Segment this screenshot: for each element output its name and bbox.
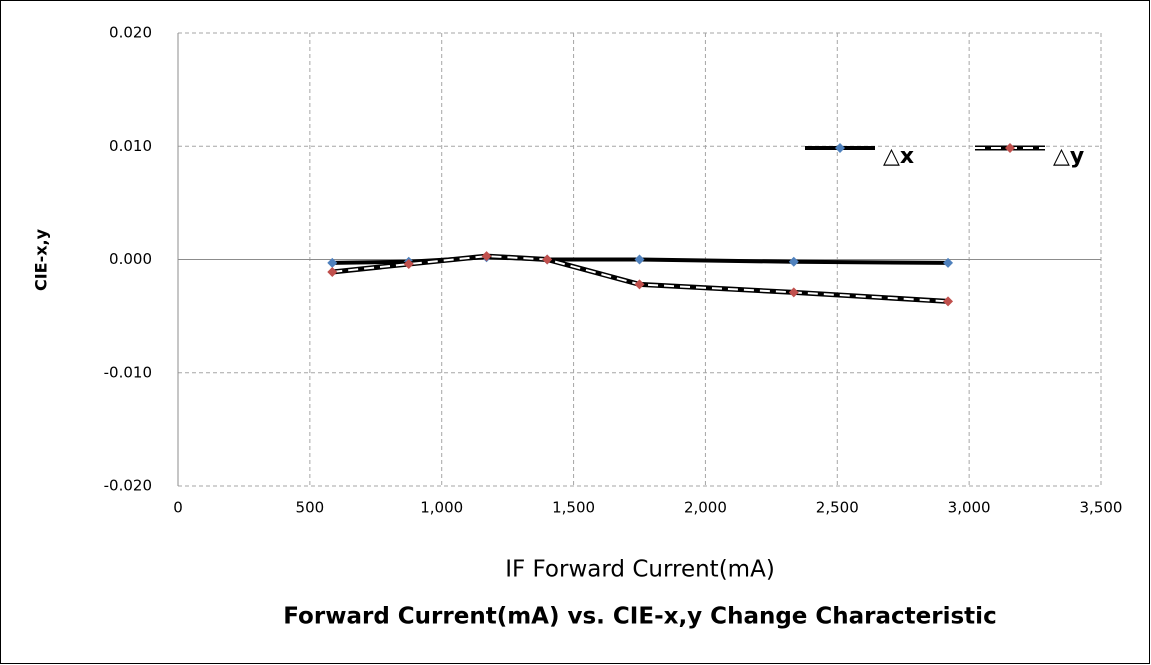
marker	[788, 287, 799, 298]
legend-marker	[1005, 143, 1015, 153]
y-tick-label: -0.010	[104, 363, 152, 381]
y-axis-title: CIE-x,y	[32, 228, 51, 291]
marker	[327, 266, 338, 277]
marker	[943, 257, 954, 268]
x-tick-label: 1,000	[420, 499, 463, 517]
y-tick-label: 0.000	[109, 250, 152, 268]
legend-label: △x	[883, 144, 914, 169]
marker	[634, 254, 645, 265]
marker	[788, 256, 799, 267]
x-axis-title: IF Forward Current(mA)	[505, 557, 775, 583]
legend-label: △y	[1053, 144, 1084, 169]
x-tick-label: 0	[173, 499, 183, 517]
y-tick-label: -0.020	[104, 477, 152, 495]
y-tick-label: 0.020	[109, 24, 152, 42]
marker	[403, 259, 414, 270]
marker	[943, 296, 954, 307]
chart-title: Forward Current(mA) vs. CIE-x,y Change C…	[283, 604, 996, 630]
x-tick-label: 1,500	[552, 499, 595, 517]
marker	[481, 251, 492, 262]
marker	[327, 257, 338, 268]
marker	[634, 279, 645, 290]
x-tick-label: 500	[296, 499, 325, 517]
x-tick-label: 3,000	[948, 499, 991, 517]
legend-marker	[835, 143, 845, 153]
marker	[542, 254, 553, 265]
y-tick-label: 0.010	[109, 137, 152, 155]
x-tick-label: 2,000	[684, 499, 727, 517]
x-tick-label: 2,500	[816, 499, 859, 517]
x-tick-label: 3,500	[1080, 499, 1123, 517]
